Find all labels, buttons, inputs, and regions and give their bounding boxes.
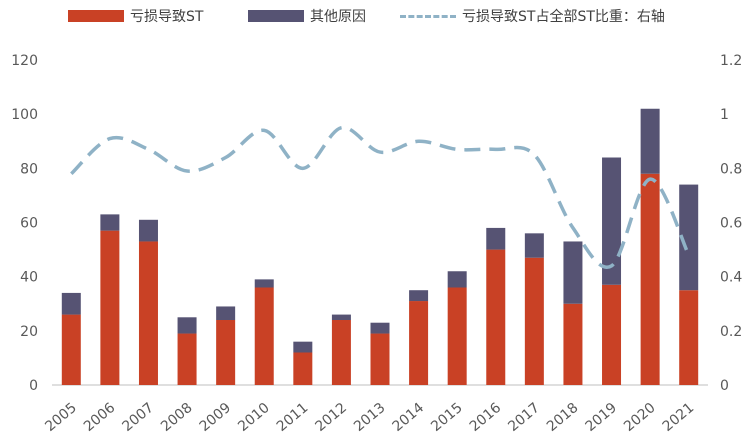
y-left-tick-label: 20 xyxy=(20,324,38,340)
x-tick-label-2011: 2011 xyxy=(274,400,312,435)
x-tick-label-2016: 2016 xyxy=(467,400,505,435)
bar-loss-2007 xyxy=(138,241,158,385)
bar-other-2021 xyxy=(679,184,699,291)
bar-loss-2005 xyxy=(61,314,81,385)
bars xyxy=(61,108,699,385)
x-tick-label-2019: 2019 xyxy=(583,400,621,435)
y-right-tick-label: 0.8 xyxy=(720,161,742,177)
y-left-tick-label: 100 xyxy=(11,107,38,123)
bar-loss-2019 xyxy=(602,284,622,385)
bar-loss-2017 xyxy=(524,257,544,385)
bar-other-2014 xyxy=(409,290,429,302)
bar-other-2018 xyxy=(563,241,583,304)
bar-other-2015 xyxy=(447,271,467,288)
bar-loss-2012 xyxy=(331,320,351,385)
x-tick-label-2018: 2018 xyxy=(544,400,582,435)
bar-other-2005 xyxy=(61,292,81,315)
y-left-tick-label: 60 xyxy=(20,216,38,232)
x-tick-label-2015: 2015 xyxy=(428,400,466,435)
x-tick-label-2009: 2009 xyxy=(197,400,235,435)
bar-other-2016 xyxy=(486,227,506,250)
bar-loss-2014 xyxy=(409,301,429,385)
ratio-line xyxy=(70,125,691,270)
ratio-line-group xyxy=(70,125,691,270)
x-tick-label-2005: 2005 xyxy=(42,400,80,435)
bar-loss-2010 xyxy=(254,287,274,385)
bar-loss-2009 xyxy=(216,320,236,385)
x-tick-label-2012: 2012 xyxy=(312,400,350,435)
bar-loss-2016 xyxy=(486,249,506,385)
bar-loss-2018 xyxy=(563,303,583,385)
y-left-tick-label: 120 xyxy=(11,53,38,69)
bar-other-2013 xyxy=(370,322,390,334)
bar-loss-2020 xyxy=(640,173,660,385)
bar-other-2012 xyxy=(331,314,351,320)
bar-other-2006 xyxy=(100,214,120,231)
x-tick-label-2006: 2006 xyxy=(81,400,119,435)
x-tick-label-2014: 2014 xyxy=(390,400,428,435)
x-tick-label-2008: 2008 xyxy=(158,400,196,435)
bar-loss-2013 xyxy=(370,333,390,385)
legend-swatch-other xyxy=(248,10,304,22)
y-left-tick-label: 80 xyxy=(20,161,38,177)
bar-other-2019 xyxy=(602,157,622,285)
bar-loss-2008 xyxy=(177,333,197,385)
legend-label-other: 其他原因 xyxy=(310,9,366,25)
y-left-tick-label: 0 xyxy=(29,378,38,394)
x-tick-label-2013: 2013 xyxy=(351,400,389,435)
bar-loss-2021 xyxy=(679,290,699,385)
bar-other-2020 xyxy=(640,108,660,174)
bar-loss-2011 xyxy=(293,352,313,385)
y-right-tick-label: 0.4 xyxy=(720,270,742,286)
bar-loss-2015 xyxy=(447,287,467,385)
y-right-tick-label: 0 xyxy=(720,378,729,394)
y-left-tick-label: 40 xyxy=(20,270,38,286)
bar-other-2008 xyxy=(177,317,197,334)
legend-swatch-loss xyxy=(68,10,124,22)
legend-label-loss: 亏损导致ST xyxy=(130,9,204,25)
bar-other-2010 xyxy=(254,279,274,288)
y-right-tick-label: 0.2 xyxy=(720,324,742,340)
bar-loss-2006 xyxy=(100,230,120,385)
legend: 亏损导致ST 其他原因 亏损导致ST占全部ST比重：右轴 xyxy=(0,6,756,30)
y-right-tick-label: 1.2 xyxy=(720,53,742,69)
legend-item-other: 其他原因 xyxy=(248,6,366,26)
x-tick-label-2020: 2020 xyxy=(621,400,659,435)
legend-line-ratio xyxy=(400,14,456,18)
legend-label-ratio: 亏损导致ST占全部ST比重：右轴 xyxy=(462,9,665,25)
bar-other-2009 xyxy=(216,306,236,320)
bar-other-2011 xyxy=(293,341,313,353)
x-tick-label-2007: 2007 xyxy=(119,400,157,435)
legend-item-loss: 亏损导致ST xyxy=(68,6,203,26)
y-right-tick-label: 1 xyxy=(720,107,729,123)
legend-item-ratio: 亏损导致ST占全部ST比重：右轴 xyxy=(400,6,665,26)
x-tick-label-2017: 2017 xyxy=(505,400,543,435)
bar-other-2017 xyxy=(524,233,544,258)
x-tick-label-2010: 2010 xyxy=(235,400,273,435)
x-tick-label-2021: 2021 xyxy=(660,400,698,435)
y-right-tick-label: 0.6 xyxy=(720,216,742,232)
bar-other-2007 xyxy=(138,219,158,242)
